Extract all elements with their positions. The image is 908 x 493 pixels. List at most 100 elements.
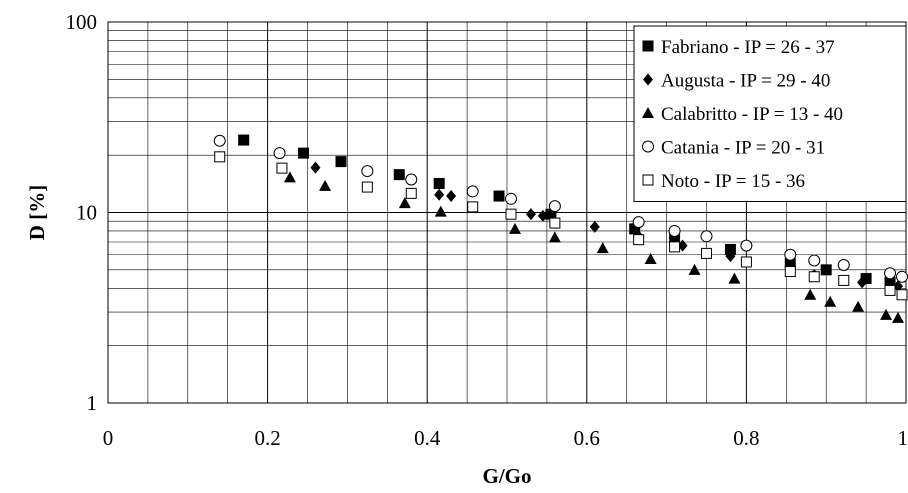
data-points <box>213 134 908 323</box>
legend-entry-label: Noto - IP = 15 - 36 <box>661 171 805 192</box>
data-point <box>298 147 310 159</box>
data-point <box>784 248 797 261</box>
data-point <box>434 188 445 201</box>
data-point <box>398 197 411 209</box>
data-point <box>276 162 288 174</box>
legend-marker <box>642 174 654 186</box>
x-tick-label: 0 <box>103 426 114 450</box>
data-point <box>884 284 896 296</box>
data-point <box>701 247 712 259</box>
legend-entry-label: Fabriano - IP = 26 - 37 <box>661 37 835 58</box>
data-point <box>361 165 374 178</box>
data-point <box>857 276 868 289</box>
x-tick-label: 0.6 <box>574 426 600 450</box>
data-point <box>880 308 893 320</box>
legend-marker <box>642 140 654 153</box>
data-point <box>467 201 479 213</box>
y-tick-label: 1 <box>87 391 98 415</box>
data-point <box>504 192 517 205</box>
data-point <box>884 267 897 280</box>
data-point <box>629 223 641 235</box>
data-point <box>808 271 820 283</box>
data-point <box>549 217 561 229</box>
data-point <box>433 177 445 189</box>
data-point <box>537 209 548 222</box>
data-point <box>508 222 521 234</box>
data-point <box>896 270 908 283</box>
data-point <box>545 208 557 220</box>
data-point <box>838 274 850 286</box>
data-point <box>725 250 736 263</box>
series-3 <box>213 134 908 283</box>
data-point <box>283 171 296 183</box>
legend-entry-label: Augusta - IP = 29 - 40 <box>661 71 830 92</box>
legend-marker <box>642 107 654 118</box>
legend-entry-label: Catania - IP = 20 - 31 <box>661 138 825 159</box>
data-point <box>310 161 321 174</box>
data-point <box>724 243 736 255</box>
data-point <box>589 220 600 233</box>
x-tick-label: 0.4 <box>414 426 441 450</box>
data-point <box>669 234 681 246</box>
data-point <box>525 208 536 221</box>
data-point <box>892 311 905 323</box>
data-point <box>434 205 447 217</box>
data-point <box>669 241 681 253</box>
data-point <box>214 151 226 163</box>
data-point <box>860 273 872 285</box>
data-point <box>273 147 286 160</box>
data-point <box>740 239 753 252</box>
data-point <box>466 185 479 198</box>
data-point <box>505 208 517 220</box>
data-point <box>596 242 609 254</box>
data-point <box>784 266 796 278</box>
series-4 <box>214 151 908 301</box>
x-tick-label: 0.8 <box>733 426 759 450</box>
data-point <box>784 257 796 269</box>
series-0 <box>238 134 896 288</box>
plot-area-frame <box>107 21 907 404</box>
data-point <box>213 134 226 147</box>
data-point <box>852 300 865 312</box>
data-point <box>405 173 418 186</box>
data-point <box>632 216 645 229</box>
data-point <box>896 289 908 301</box>
legend-entry-label: Calabritto - IP = 13 - 40 <box>661 104 843 125</box>
data-point <box>688 263 701 275</box>
data-point <box>633 234 645 246</box>
x-tick-label: 1 <box>898 426 908 450</box>
data-point <box>808 254 821 267</box>
data-point <box>548 200 561 213</box>
tick-labels: 0 0.2 0.4 0.6 0.8 1 1 10 100 <box>66 10 908 450</box>
data-point <box>238 134 250 146</box>
data-point <box>700 230 713 243</box>
y-tick-label: 10 <box>76 201 97 225</box>
data-point <box>548 231 561 243</box>
data-point <box>644 253 657 265</box>
y-axis-title: D [%] <box>25 185 49 240</box>
legend-marker <box>643 73 653 86</box>
legend: Fabriano - IP = 26 - 37 Augusta - IP = 29… <box>633 25 907 202</box>
y-tick-label: 100 <box>66 10 98 34</box>
data-point <box>820 264 832 276</box>
data-point <box>335 156 347 168</box>
data-point <box>446 190 457 203</box>
legend-marker <box>642 40 654 52</box>
legend-box <box>633 25 907 202</box>
x-axis-title: G/Go <box>482 464 531 488</box>
series-2 <box>283 171 905 323</box>
data-point <box>405 187 417 199</box>
data-point <box>361 181 373 193</box>
data-point <box>837 259 850 272</box>
data-point <box>319 179 332 191</box>
data-point <box>740 256 752 268</box>
data-point <box>728 272 741 284</box>
x-tick-label: 0.2 <box>254 426 280 450</box>
data-point <box>884 276 896 288</box>
data-point <box>804 288 817 300</box>
data-point <box>493 190 505 202</box>
data-point <box>824 295 837 307</box>
data-point <box>668 224 681 237</box>
data-point <box>393 169 405 181</box>
